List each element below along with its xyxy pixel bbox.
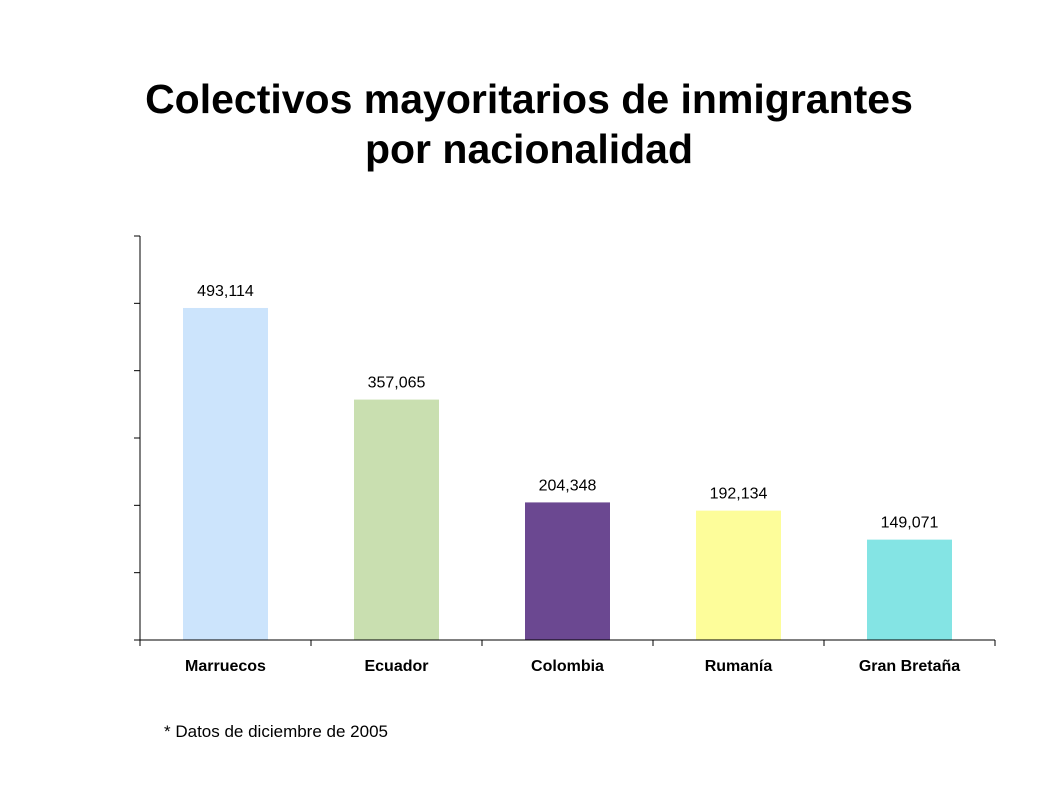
- footnote: * Datos de diciembre de 2005: [164, 722, 388, 741]
- category-label-4: Gran Bretaña: [859, 658, 960, 675]
- chart-title-line-2: por nacionalidad: [364, 126, 694, 172]
- chart-title: Colectivos mayoritarios de inmigrantes p…: [0, 74, 1058, 174]
- value-label-1: 357,065: [368, 375, 426, 392]
- bar-1: [354, 399, 439, 640]
- value-label-3: 192,134: [710, 486, 768, 503]
- bars-group: [183, 307, 952, 640]
- bar-0: [183, 307, 268, 640]
- value-label-2: 204,348: [539, 477, 597, 494]
- value-label-0: 493,114: [197, 283, 254, 300]
- category-label-1: Ecuador: [364, 658, 428, 675]
- category-label-0: Marruecos: [185, 658, 266, 675]
- category-label-3: Rumanía: [705, 658, 773, 675]
- bar-4: [867, 539, 952, 640]
- bar-2: [525, 502, 610, 640]
- value-label-4: 149,071: [881, 515, 939, 532]
- bar-3: [696, 510, 781, 640]
- category-labels-group: Marruecos Ecuador Colombia Rumanía Gran Bret…: [185, 658, 960, 675]
- category-label-2: Colombia: [531, 658, 604, 675]
- value-labels-group: 493,114 357,065 204,348 192,134 149,071: [197, 283, 938, 532]
- axes-group: [134, 235, 996, 646]
- chart-title-line-1: Colectivos mayoritarios de inmigrantes: [145, 76, 913, 122]
